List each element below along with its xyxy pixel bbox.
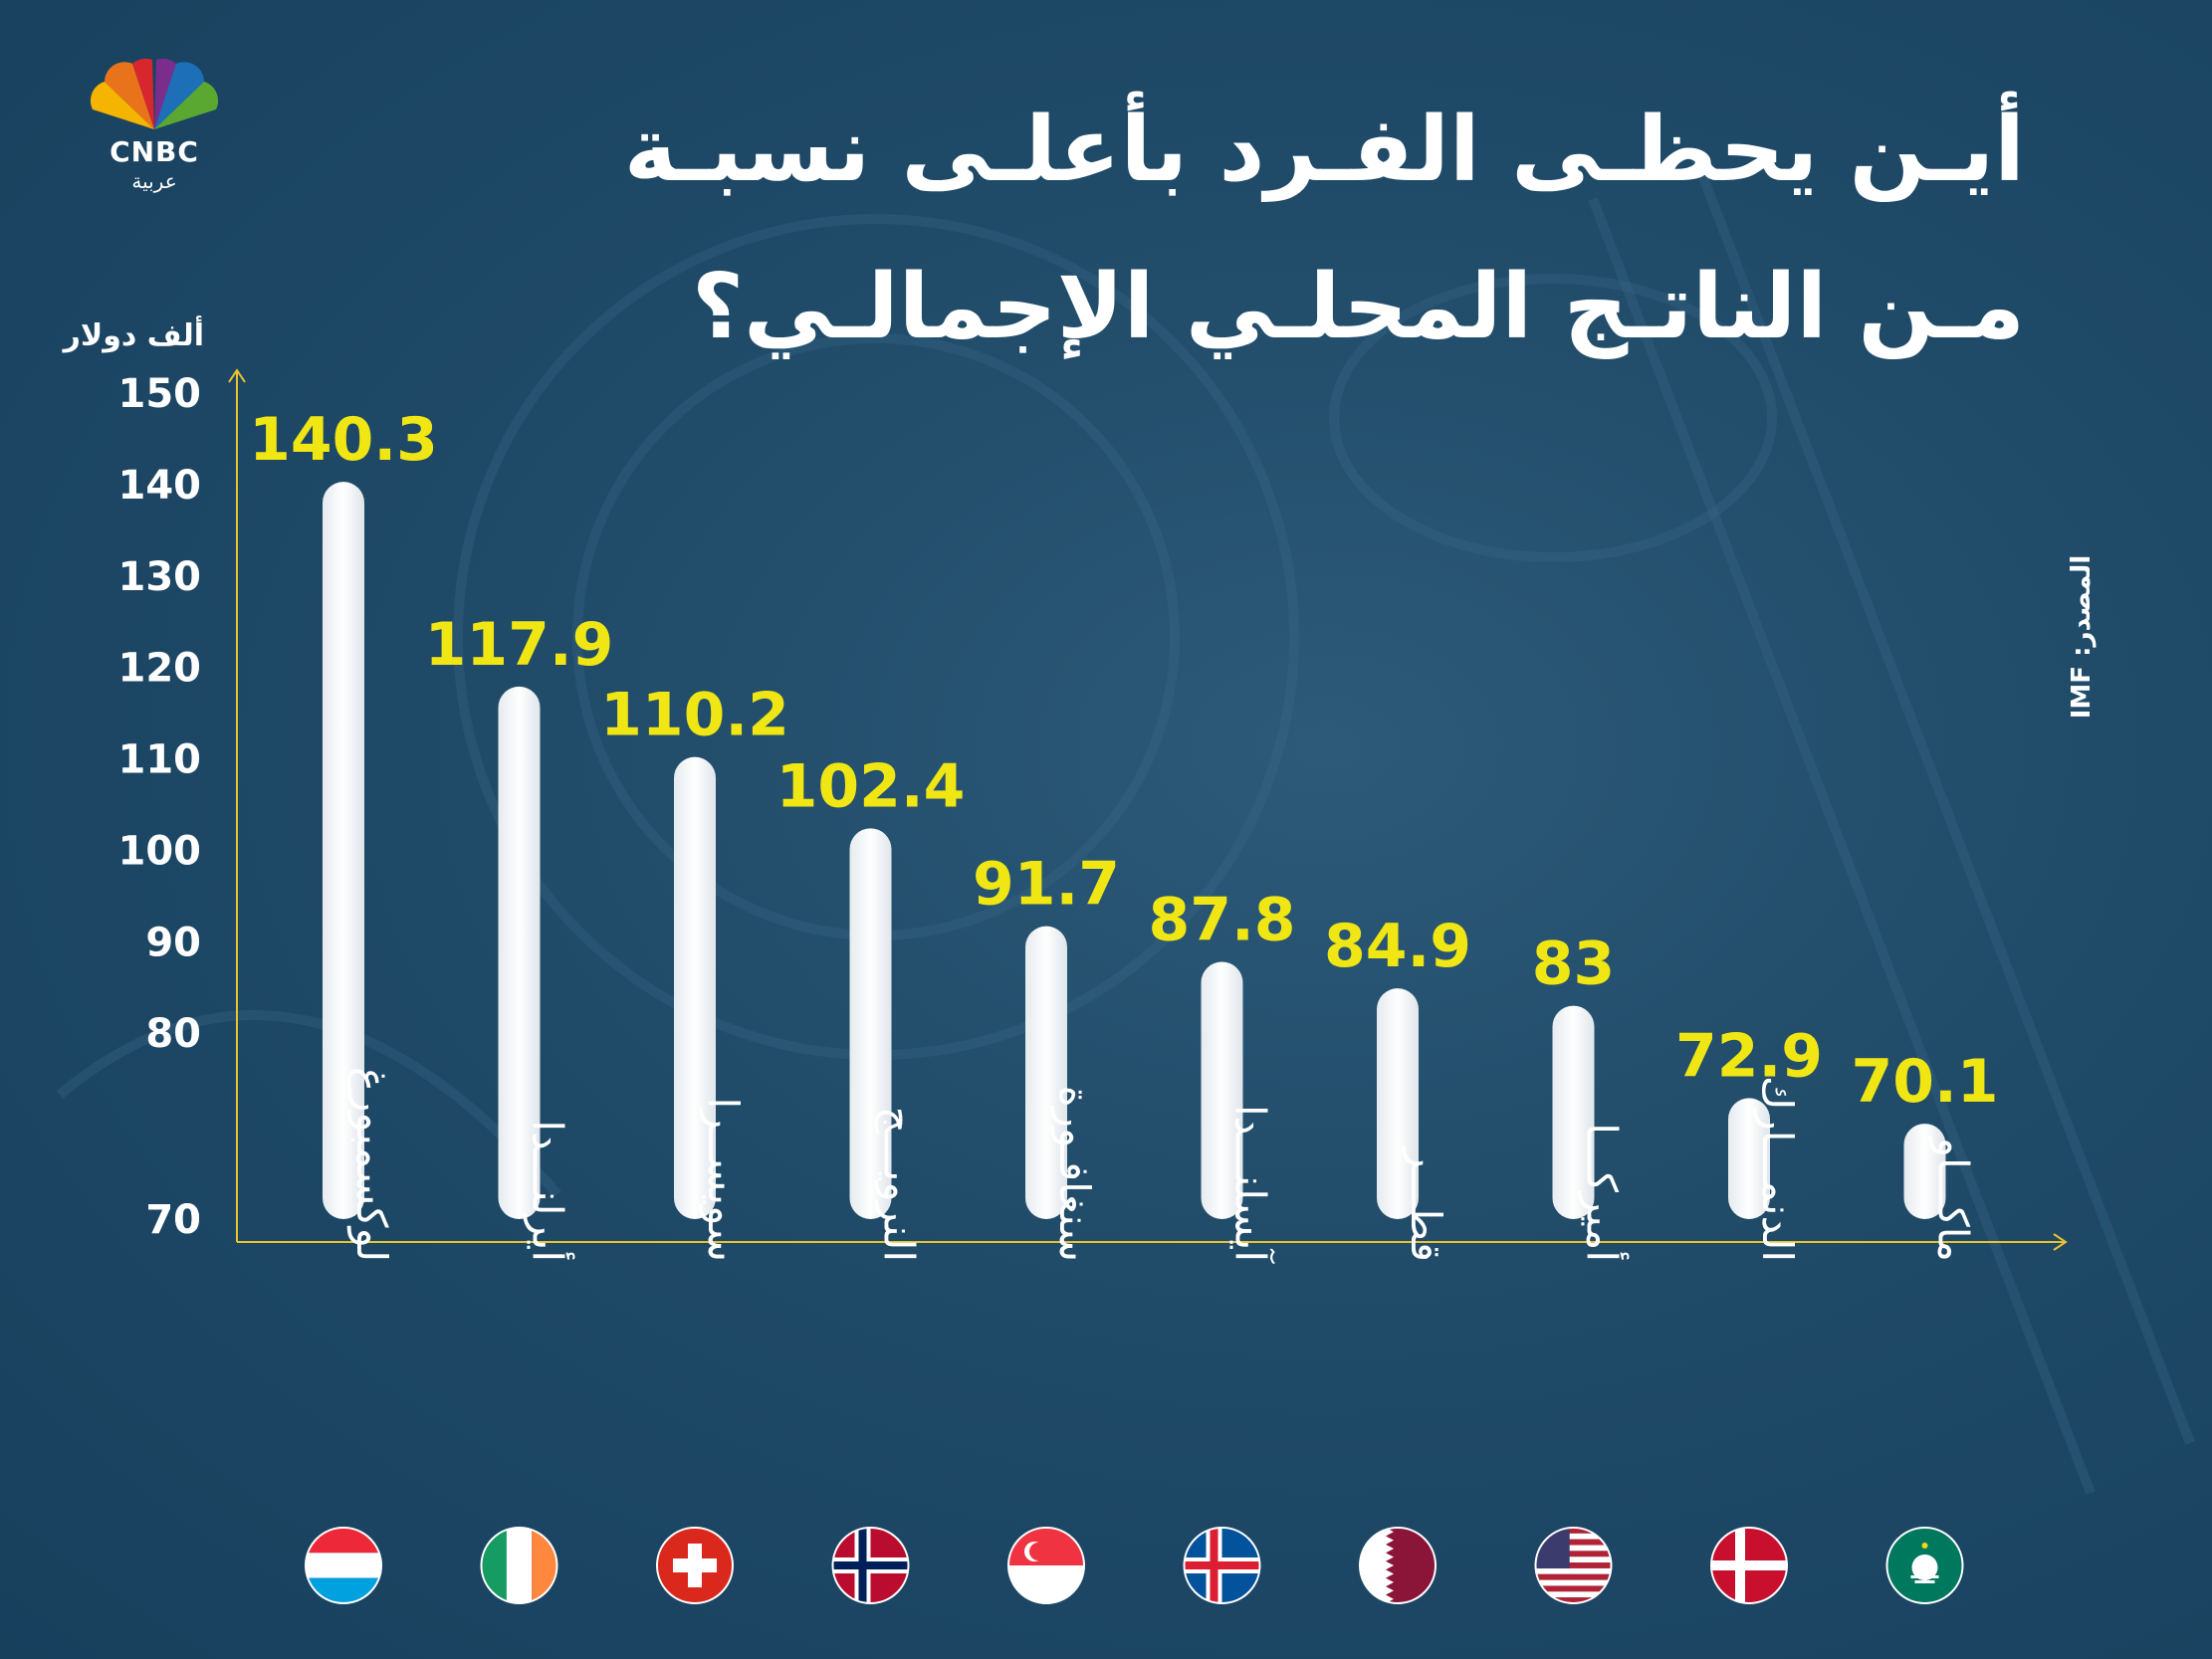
- iceland-flag: [1183, 1527, 1261, 1604]
- value-label: 83: [1532, 930, 1616, 999]
- brand-name: CNBC: [110, 135, 199, 168]
- category-label: أميركـــا: [1578, 1123, 1630, 1262]
- denmark-flag: [1710, 1527, 1788, 1604]
- bar: [674, 756, 716, 1219]
- bar: [1201, 961, 1243, 1219]
- value-label: 102.4: [776, 751, 966, 821]
- bar: [1728, 1098, 1770, 1219]
- category-label: قطـــر: [1402, 1145, 1450, 1262]
- category-label: الدنمـــارك: [1753, 1076, 1802, 1262]
- y-axis-arrow: [228, 368, 246, 383]
- category-label: سويســرا: [699, 1098, 748, 1263]
- category-label: أيرلنـــدا: [524, 1120, 575, 1262]
- bar: [849, 828, 892, 1219]
- bar: [1903, 1124, 1946, 1219]
- bar: [323, 482, 364, 1219]
- value-label: 87.8: [1148, 885, 1295, 954]
- switzerland-flag: [656, 1527, 734, 1604]
- flags: [305, 1527, 1964, 1604]
- bar: [1025, 926, 1067, 1219]
- bar: [1552, 1005, 1595, 1219]
- peacock-icon: [90, 58, 219, 129]
- y-tick-label: 140: [118, 463, 202, 509]
- brand-sub: عربية: [131, 169, 177, 193]
- value-label: 140.3: [249, 405, 438, 475]
- value-label: 70.1: [1851, 1047, 1998, 1117]
- category-labels: لوكسمبورغ أيرلنـــدا سويســرا النرويـــج سنغ…: [347, 1067, 1978, 1264]
- singapore-flag: [1007, 1527, 1085, 1604]
- bar: [1377, 988, 1419, 1219]
- y-tick-label: 80: [145, 1011, 201, 1057]
- bar: [498, 686, 541, 1219]
- y-tick-label: 110: [118, 737, 202, 783]
- y-axis-unit-label: ألف دولار: [63, 318, 204, 353]
- category-label: سنغافـورة: [1050, 1086, 1099, 1262]
- y-tick-label: 0: [173, 1197, 201, 1243]
- y-tick-label: 130: [118, 554, 202, 600]
- cnbc-arabia-logo: CNBC عربية: [80, 58, 229, 197]
- value-label: 72.9: [1675, 1021, 1823, 1091]
- y-tick-label: 90: [145, 920, 201, 965]
- y-axis-ticks: 150 140 130 120 110 100 90 80 700: [118, 371, 202, 1243]
- chart-axes: [228, 368, 2068, 1251]
- qatar-flag: [1359, 1527, 1437, 1604]
- value-label: 84.9: [1324, 912, 1471, 981]
- category-label: النرويـــج: [874, 1107, 924, 1262]
- usa-flag: [1534, 1527, 1613, 1604]
- luxembourg-flag: [305, 1527, 382, 1604]
- x-axis-arrow: [2053, 1233, 2068, 1251]
- y-tick-label: 100: [118, 828, 202, 874]
- macau-flag: [1885, 1527, 1964, 1604]
- value-label: 91.7: [973, 850, 1120, 920]
- category-label: ماكـــاو: [1929, 1136, 1978, 1262]
- ireland-flag: [480, 1527, 558, 1604]
- value-label: 117.9: [425, 610, 614, 680]
- norway-flag: [831, 1527, 910, 1604]
- category-label: لوكسمبورغ: [347, 1067, 396, 1262]
- y-tick-label: 120: [118, 646, 202, 692]
- value-label: 110.2: [600, 681, 789, 750]
- chart-title: أيـن يحظـى الفـرد بأعلـى نسبـة مـن النات…: [623, 98, 2025, 359]
- bars: [323, 482, 1946, 1219]
- y-tick-label: 70: [145, 1197, 201, 1243]
- y-tick-label: 150: [118, 371, 202, 417]
- category-label: آيسلنـــدا: [1226, 1105, 1276, 1264]
